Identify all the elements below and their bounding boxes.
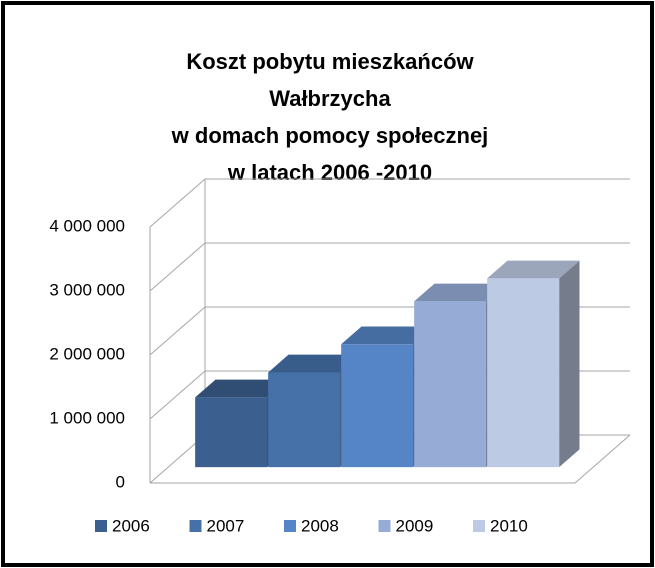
chart-title: Koszt pobytu mieszkańców Wałbrzycha w doma…: [171, 49, 489, 185]
grid-line-side: [149, 242, 206, 292]
legend-label: 2008: [301, 516, 339, 535]
bar-front: [195, 397, 268, 468]
bar-top: [341, 326, 434, 345]
bar-top: [487, 260, 580, 279]
floor-right: [574, 434, 631, 484]
legend-label: 2006: [112, 516, 150, 535]
bar-front: [487, 278, 560, 468]
bar-front: [414, 301, 487, 468]
legend-swatch: [284, 520, 296, 532]
bar-top: [195, 379, 288, 398]
title-line: Wałbrzycha: [269, 86, 391, 111]
title-line: w latach 2006 -2010: [227, 160, 432, 185]
legend-swatch: [378, 520, 391, 532]
y-tick-label: 0: [116, 472, 125, 491]
grid-line-side: [149, 370, 206, 420]
grid-line-side: [149, 178, 206, 228]
grid-line-side: [149, 306, 206, 356]
bar-top: [268, 354, 361, 373]
y-tick-label: 1 000 000: [49, 408, 125, 427]
y-tick-label: 4 000 000: [49, 216, 125, 235]
bar-top: [414, 283, 507, 302]
title-line: Koszt pobytu mieszkańców: [186, 49, 474, 74]
legend-swatch: [473, 520, 485, 532]
legend-label: 2010: [490, 516, 528, 535]
title-line: w domach pomocy społecznej: [171, 123, 489, 148]
bar-front: [341, 344, 414, 468]
legend-label: 2007: [207, 516, 245, 535]
bar-front: [268, 372, 341, 468]
legend-swatch: [95, 520, 107, 532]
legend-swatch: [189, 520, 202, 532]
legend-label: 2009: [396, 516, 434, 535]
bar-side: [559, 260, 580, 468]
y-tick-label: 3 000 000: [49, 280, 125, 299]
bar: [487, 260, 580, 468]
y-tick-label: 2 000 000: [49, 344, 125, 363]
